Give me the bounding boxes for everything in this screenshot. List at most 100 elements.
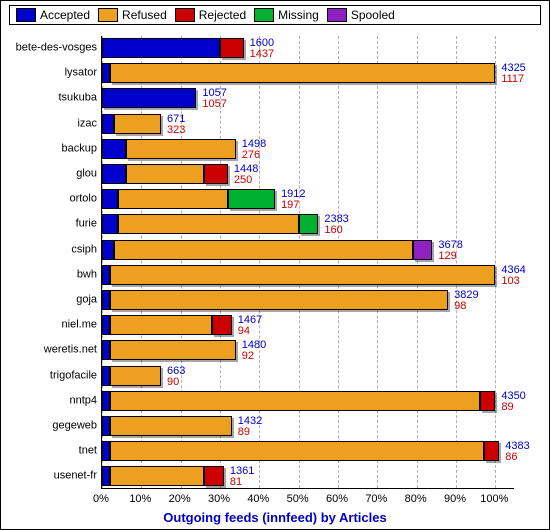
x-tick-label: 20%	[169, 493, 191, 505]
x-tick-label: 100%	[480, 493, 508, 505]
y-axis-label: niel.me	[1, 320, 97, 331]
bar-segment-refused	[114, 240, 413, 260]
legend-swatch-icon	[254, 8, 274, 22]
y-axis-label: furie	[1, 219, 97, 230]
y-axis-label: backup	[1, 143, 97, 154]
bar-segment-refused	[110, 63, 495, 83]
x-tick-label: 0%	[93, 493, 109, 505]
bar-segment-accepted	[102, 88, 196, 108]
y-axis-label: ortolo	[1, 194, 97, 205]
bar-value-lower: 1117	[501, 74, 524, 85]
y-axis-label: bete-des-vosges	[1, 43, 97, 54]
bar-segment-accepted	[102, 366, 110, 386]
x-tick-label: 70%	[365, 493, 387, 505]
bar-segment-rejected	[204, 466, 224, 486]
bar-segment-refused	[126, 164, 205, 184]
bar-value-lower: 89	[501, 402, 513, 413]
legend: Accepted Refused Rejected Missing Spooled	[9, 5, 541, 25]
bar-segment-refused	[110, 366, 161, 386]
bar-row	[102, 366, 161, 386]
gridline	[456, 36, 457, 488]
bar-row	[102, 164, 228, 184]
bar-value-lower: 323	[167, 125, 185, 136]
bar-segment-refused	[110, 466, 204, 486]
bar-row	[102, 189, 275, 209]
legend-label: Refused	[122, 8, 167, 22]
chart-container: Accepted Refused Rejected Missing Spooled 16…	[0, 0, 550, 530]
bar-value-lower: 129	[438, 251, 456, 262]
bar-value-lower: 250	[234, 175, 252, 186]
plot-area: 1600143743251117105710576713231498276144…	[101, 36, 514, 489]
legend-label: Missing	[278, 8, 319, 22]
y-axis-label: gegeweb	[1, 421, 97, 432]
legend-swatch-icon	[98, 8, 118, 22]
bar-value-upper: 3678	[438, 240, 462, 251]
bar-segment-refused	[118, 214, 299, 234]
legend-item-spooled: Spooled	[327, 8, 395, 22]
gridline	[417, 36, 418, 488]
bar-row	[102, 416, 232, 436]
legend-swatch-icon	[327, 8, 347, 22]
bar-segment-accepted	[102, 240, 114, 260]
y-axis-label: izac	[1, 118, 97, 129]
bar-segment-accepted	[102, 265, 110, 285]
gridline	[377, 36, 378, 488]
bar-row	[102, 391, 495, 411]
x-tick-label: 50%	[287, 493, 309, 505]
bar-value-lower: 276	[242, 150, 260, 161]
bar-value-lower: 92	[242, 351, 254, 362]
bar-segment-rejected	[480, 391, 496, 411]
axis-title: Outgoing feeds (innfeed) by Articles	[1, 510, 549, 525]
y-axis-label: weretis.net	[1, 345, 97, 356]
bar-segment-accepted	[102, 315, 110, 335]
bar-row	[102, 38, 244, 58]
bar-segment-accepted	[102, 290, 110, 310]
bar-segment-accepted	[102, 214, 118, 234]
bar-segment-accepted	[102, 391, 110, 411]
y-axis-label: tsukuba	[1, 93, 97, 104]
bar-value-lower: 197	[281, 200, 299, 211]
bar-row	[102, 88, 196, 108]
gridline	[495, 36, 496, 488]
bar-segment-spooled	[413, 240, 433, 260]
legend-swatch-icon	[175, 8, 195, 22]
bar-row	[102, 114, 161, 134]
bar-segment-refused	[110, 265, 495, 285]
bar-segment-rejected	[484, 441, 500, 461]
y-axis-label: glou	[1, 169, 97, 180]
bar-segment-accepted	[102, 63, 110, 83]
bar-segment-accepted	[102, 114, 114, 134]
y-axis-label: usenet-fr	[1, 471, 97, 482]
bar-row	[102, 466, 224, 486]
bar-segment-rejected	[212, 315, 232, 335]
bar-segment-refused	[110, 441, 484, 461]
bar-segment-accepted	[102, 466, 110, 486]
bar-row	[102, 290, 448, 310]
y-axis-label: goja	[1, 295, 97, 306]
bar-value-lower: 86	[505, 452, 517, 463]
legend-label: Spooled	[351, 8, 395, 22]
legend-item-rejected: Rejected	[175, 8, 246, 22]
legend-label: Rejected	[199, 8, 246, 22]
bar-row	[102, 441, 499, 461]
bar-value-lower: 94	[238, 326, 250, 337]
bar-value-upper: 663	[167, 366, 185, 377]
bar-segment-refused	[110, 315, 212, 335]
bar-segment-accepted	[102, 139, 126, 159]
bar-row	[102, 240, 432, 260]
bar-segment-refused	[110, 340, 236, 360]
legend-item-accepted: Accepted	[16, 8, 90, 22]
bar-segment-accepted	[102, 189, 118, 209]
y-axis-label: bwh	[1, 269, 97, 280]
bar-value-upper: 671	[167, 114, 185, 125]
bar-segment-refused	[110, 416, 232, 436]
bar-segment-accepted	[102, 38, 220, 58]
legend-label: Accepted	[40, 8, 90, 22]
bar-segment-refused	[126, 139, 236, 159]
gridline	[338, 36, 339, 488]
bar-value-lower: 81	[230, 477, 242, 488]
bar-row	[102, 63, 495, 83]
bar-segment-refused	[110, 290, 448, 310]
x-tick-label: 40%	[247, 493, 269, 505]
y-axis-label: lysator	[1, 68, 97, 79]
